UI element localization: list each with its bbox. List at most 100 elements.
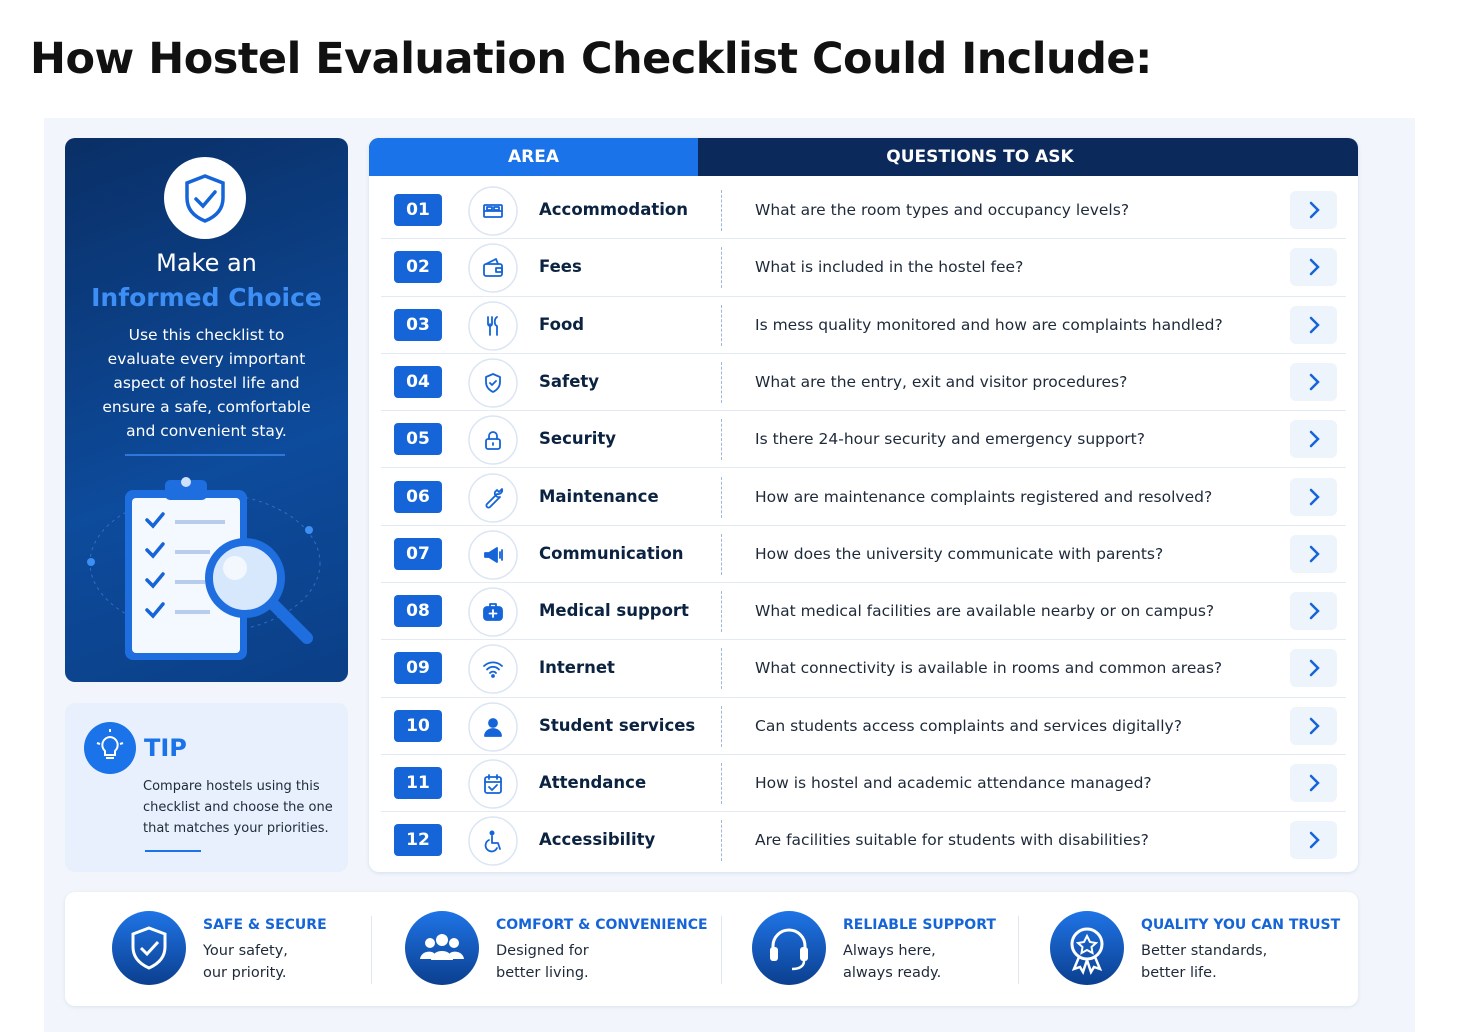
row-question: What is included in the hostel fee? (755, 258, 1024, 277)
chevron-icon (1309, 259, 1320, 276)
row-divider (721, 247, 722, 289)
table-row: 12 Accessibility Are facilities suitable f… (381, 812, 1346, 869)
row-number: 05 (394, 423, 442, 456)
feature-title: COMFORT & CONVENIENCE (496, 917, 708, 933)
row-question: Are facilities suitable for students wit… (755, 831, 1149, 850)
row-icon (468, 186, 518, 236)
row-icon (468, 530, 518, 580)
intro-text: Use this checklist to evaluate every imp… (102, 326, 311, 440)
row-icon (468, 644, 518, 695)
row-question: How does the university communicate with… (755, 544, 1164, 563)
row-number: 08 (394, 595, 442, 628)
header-area-bg (369, 138, 698, 176)
chevron-icon (1309, 430, 1320, 448)
row-icon (468, 701, 518, 752)
table-row: 01 Accommodation What are the room types a… (381, 182, 1346, 240)
intro-highlight: Informed Choice (91, 283, 322, 312)
feature-text: Your safety, (203, 943, 288, 959)
row-area: Communication (539, 543, 684, 563)
row-chevron[interactable] (1290, 706, 1337, 745)
row-divider (721, 304, 722, 346)
row-divider (721, 190, 722, 231)
row-number: 09 (394, 652, 442, 685)
row-area: Accessibility (539, 830, 656, 850)
chevron-icon (1309, 602, 1320, 620)
row-divider (721, 648, 722, 690)
row-question: What are the room types and occupancy le… (755, 201, 1130, 219)
chevron-icon (1309, 660, 1320, 677)
row-number: 10 (394, 709, 442, 742)
chevron-icon (1309, 717, 1320, 734)
row-chevron[interactable] (1290, 534, 1337, 573)
row-number: 11 (394, 767, 442, 799)
table-row: 08 Medical support What medical facilities… (381, 583, 1346, 641)
row-number: 12 (394, 824, 442, 857)
feature-strip: SAFE & SECURE Your safety, our priority. CO… (65, 892, 1358, 1006)
table-row: 10 Student services Can students access co… (381, 698, 1346, 755)
row-chevron[interactable] (1290, 649, 1337, 688)
row-icon (468, 415, 518, 465)
row-chevron[interactable] (1290, 420, 1337, 459)
row-number: 01 (394, 194, 442, 226)
feature-text: better life. (1141, 965, 1217, 981)
tip-card: TIP Compare hostels using this checklist… (65, 703, 348, 872)
row-chevron[interactable] (1290, 305, 1337, 344)
row-number: 04 (394, 365, 442, 398)
row-question: How are maintenance complaints registere… (755, 487, 1213, 506)
tip-title: TIP (144, 734, 187, 762)
feature-divider (371, 916, 372, 984)
bulb-icon (84, 722, 136, 774)
tip-underline (145, 850, 201, 852)
feature-text: Designed for (496, 943, 589, 959)
row-chevron[interactable] (1290, 191, 1337, 229)
row-area: Accommodation (539, 200, 688, 219)
feature-divider (721, 916, 722, 984)
row-chevron[interactable] (1290, 764, 1337, 802)
row-chevron[interactable] (1290, 248, 1337, 287)
row-chevron[interactable] (1290, 821, 1337, 860)
feature-icon (112, 911, 186, 985)
feature-text: always ready. (843, 965, 942, 981)
row-area: Internet (539, 658, 615, 678)
row-question: Is there 24-hour security and emergency … (755, 430, 1145, 449)
feature-text: Always here, (843, 943, 936, 959)
row-area: Fees (539, 257, 582, 277)
row-chevron[interactable] (1290, 592, 1337, 631)
header-questions: QUESTIONS TO ASK (886, 147, 1074, 167)
header-area: AREA (507, 147, 560, 167)
feature-title: RELIABLE SUPPORT (843, 917, 996, 933)
row-question: What medical facilities are available ne… (755, 602, 1215, 621)
intro-card: Make an Informed Choice Use this checkli… (65, 138, 348, 682)
row-icon (468, 472, 518, 523)
row-divider (721, 533, 722, 575)
intro-heading: Make an (156, 249, 257, 277)
table-row: 03 Food Is mess quality monitored and how … (381, 297, 1346, 354)
table-row: 05 Security Is there 24-hour security and … (381, 411, 1346, 469)
page-title: How Hostel Evaluation Checklist Could In… (30, 34, 1152, 84)
row-chevron[interactable] (1290, 362, 1337, 401)
row-divider (721, 705, 722, 747)
row-question: Is mess quality monitored and how are co… (755, 315, 1223, 334)
row-area: Safety (539, 371, 600, 391)
row-area: Security (539, 429, 617, 449)
row-icon (468, 243, 518, 294)
row-icon (468, 587, 518, 637)
feature-text: our priority. (203, 965, 287, 981)
feature-icon (752, 911, 826, 985)
shield-icon (164, 157, 246, 239)
chevron-icon (1309, 832, 1320, 849)
feature-text: Better standards, (1141, 943, 1268, 959)
table-row: 09 Internet What connectivity is available… (381, 640, 1346, 698)
table-row: 02 Fees What is included in the hostel fee… (381, 239, 1346, 297)
feature-icon (1050, 911, 1124, 985)
row-number: 07 (394, 537, 442, 570)
row-divider (721, 763, 722, 804)
divider (125, 454, 285, 456)
feature-text: better living. (496, 965, 589, 981)
row-icon (468, 358, 518, 408)
row-chevron[interactable] (1290, 477, 1337, 516)
row-divider (721, 419, 722, 461)
row-area: Maintenance (539, 486, 659, 506)
row-area: Medical support (539, 601, 689, 621)
